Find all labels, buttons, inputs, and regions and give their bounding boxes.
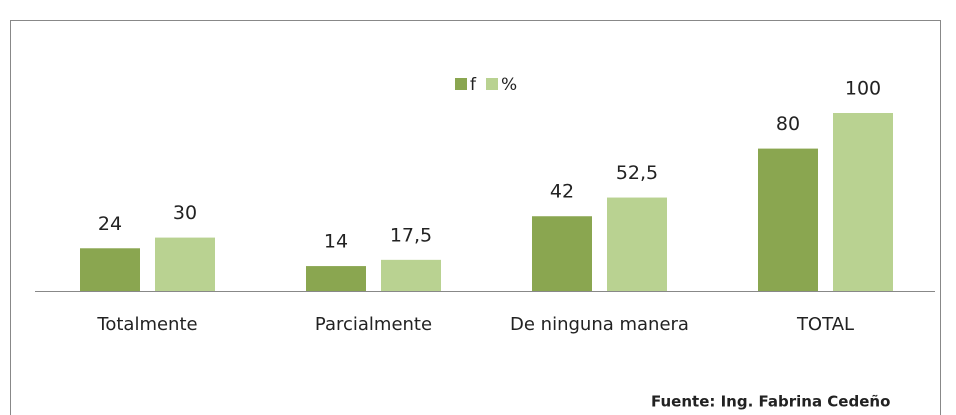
- bar: [306, 266, 366, 291]
- bar: [381, 259, 441, 291]
- bar: [532, 216, 592, 291]
- data-label: 100: [845, 78, 881, 100]
- bar: [607, 197, 667, 291]
- legend-label: %: [501, 75, 517, 95]
- source-note: Fuente: Ing. Fabrina Cedeño: [651, 393, 890, 411]
- x-tick-label: Totalmente: [96, 314, 197, 335]
- data-label: 24: [98, 213, 122, 235]
- x-tick-label: De ninguna manera: [510, 314, 689, 335]
- data-label: 17,5: [390, 224, 432, 246]
- data-label: 14: [324, 231, 348, 253]
- x-tick-label: Parcialmente: [315, 314, 432, 335]
- legend-swatch: [486, 78, 498, 90]
- bar: [80, 248, 140, 291]
- bar: [758, 148, 818, 291]
- bar: [833, 113, 893, 291]
- data-label: 30: [173, 202, 197, 224]
- data-label: 80: [776, 113, 800, 135]
- data-label: 42: [550, 181, 574, 203]
- bar: [155, 237, 215, 291]
- x-tick-label: TOTAL: [796, 314, 854, 335]
- data-label: 52,5: [616, 162, 658, 184]
- legend-swatch: [455, 78, 467, 90]
- legend-label: f: [470, 75, 477, 95]
